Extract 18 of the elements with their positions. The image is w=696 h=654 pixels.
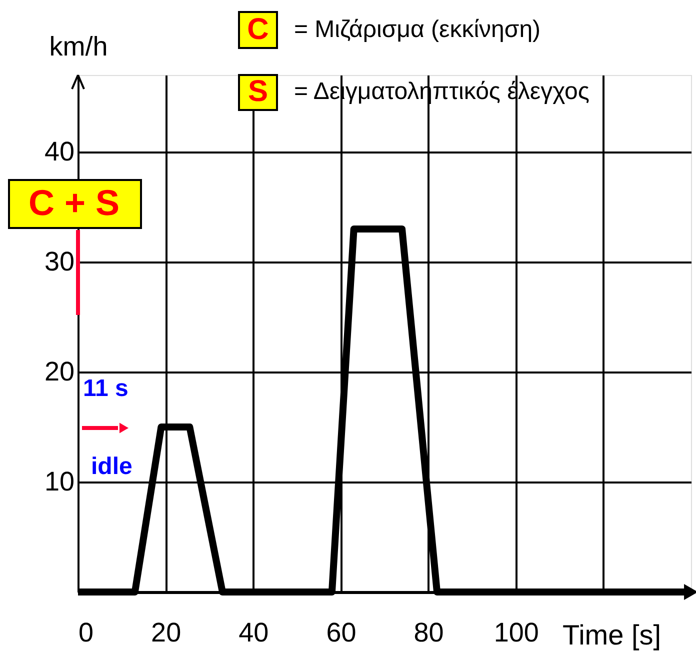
text: C [247, 13, 269, 46]
x-tick-label: 80 [414, 618, 444, 648]
x-tick-label: 100 [494, 618, 539, 648]
x-tick-label: 20 [151, 618, 182, 648]
y-tick-label: 40 [44, 136, 74, 166]
x-axis-title: Time [s] [562, 620, 662, 650]
y-tick-label: 20 [44, 356, 74, 386]
x-tick-label: 0 [78, 618, 94, 648]
x-tick-label: 40 [238, 618, 269, 648]
x-tick-label: 60 [326, 618, 356, 648]
y-tick-label: 30 [44, 246, 74, 276]
y-tick-label: 10 [44, 466, 74, 496]
annotation: idle [91, 453, 132, 480]
annotation: C + S [28, 182, 120, 223]
y-axis-title: km/h [49, 32, 108, 62]
annotation: 11 s [83, 375, 128, 402]
text: = Μιζάρισμα (εκκίνηση) [294, 16, 541, 43]
annotation: S [248, 75, 268, 108]
